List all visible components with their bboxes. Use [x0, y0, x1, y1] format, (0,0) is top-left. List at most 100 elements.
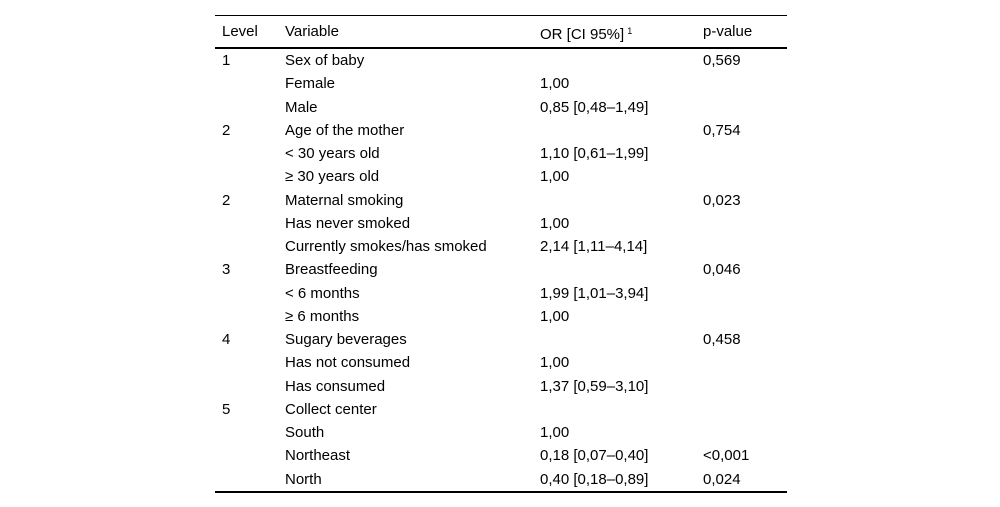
- cell-p-value: 0,024: [703, 470, 741, 488]
- table-row: South 1,00: [215, 421, 787, 444]
- table-row: 4 Sugary beverages 0,458: [215, 328, 787, 351]
- cell-p-value: [703, 305, 787, 328]
- table-row: 1 Sex of baby 0,569: [215, 49, 787, 72]
- cell-or-ci: 1,99 [1,01–3,94]: [540, 284, 649, 302]
- table-top-rule: [215, 15, 787, 16]
- header-or-ci: OR [CI 95%] 1: [540, 16, 703, 50]
- cell-variable: North: [285, 470, 322, 488]
- table-row: 3 Breastfeeding 0,046: [215, 258, 787, 281]
- table-row: Has never smoked 1,00: [215, 212, 787, 235]
- cell-or-ci: 0,85 [0,48–1,49]: [540, 98, 649, 116]
- table-bottom-rule: [215, 490, 787, 493]
- cell-or-ci: [540, 189, 703, 212]
- cell-or-ci: [540, 328, 703, 351]
- cell-level: 1: [222, 52, 231, 69]
- cell-variable: South: [285, 424, 325, 441]
- table-header-row: Level Variable OR [CI 95%] 1 p-value: [215, 16, 787, 47]
- cell-p-value: [703, 375, 787, 398]
- cell-level: [222, 212, 285, 235]
- cell-p-value: [703, 398, 787, 421]
- cell-p-value: [703, 72, 787, 95]
- cell-or-ci: 1,37 [0,59–3,10]: [540, 377, 649, 395]
- cell-variable: Collect center: [285, 400, 377, 418]
- table-header-rule: [215, 47, 787, 49]
- header-level: Level: [222, 23, 258, 40]
- table-body: 1 Sex of baby 0,569 Female 1,00 Male 0,8…: [215, 49, 787, 491]
- cell-variable: Has consumed: [285, 377, 386, 395]
- table-row: < 30 years old 1,10 [0,61–1,99]: [215, 142, 787, 165]
- cell-level: 4: [222, 331, 231, 348]
- cell-or-ci: 0,40 [0,18–0,89]: [540, 470, 649, 488]
- cell-variable: Age of the mother: [285, 121, 405, 139]
- cell-variable: Sugary beverages: [285, 331, 407, 348]
- cell-level: [222, 351, 285, 374]
- cell-level: [222, 421, 285, 444]
- cell-p-value: [703, 212, 787, 235]
- cell-or-ci: 1,00: [540, 214, 570, 232]
- cell-or-ci: [540, 49, 703, 72]
- table-row: Male 0,85 [0,48–1,49]: [215, 96, 787, 119]
- cell-or-ci: 1,00: [540, 168, 570, 186]
- table-row: Currently smokes/has smoked 2,14 [1,11–4…: [215, 235, 787, 258]
- cell-variable: < 30 years old: [285, 145, 380, 162]
- header-p-value: p-value: [703, 23, 753, 40]
- cell-level: 3: [222, 261, 231, 279]
- cell-p-value: 0,458: [703, 331, 741, 348]
- cell-variable: Northeast: [285, 447, 351, 465]
- cell-variable: Sex of baby: [285, 52, 365, 69]
- cell-level: [222, 142, 285, 165]
- cell-level: [222, 235, 285, 258]
- cell-p-value: [703, 142, 787, 165]
- table-row: North 0,40 [0,18–0,89] 0,024: [215, 468, 787, 491]
- cell-level: [222, 282, 285, 305]
- table-row: 2 Maternal smoking 0,023: [215, 189, 787, 212]
- cell-level: [222, 96, 285, 119]
- cell-variable: Female: [285, 75, 336, 93]
- cell-or-ci: 0,18 [0,07–0,40]: [540, 447, 649, 465]
- cell-p-value: 0,023: [703, 191, 741, 209]
- cell-p-value: [703, 282, 787, 305]
- header-or-ci-footnote-marker: 1: [627, 26, 633, 36]
- cell-variable: Maternal smoking: [285, 191, 404, 209]
- table-row: < 6 months 1,99 [1,01–3,94]: [215, 282, 787, 305]
- table-row: 2 Age of the mother 0,754: [215, 119, 787, 142]
- cell-variable: < 6 months: [285, 284, 360, 302]
- cell-p-value: [703, 421, 787, 444]
- cell-variable: ≥ 30 years old: [285, 168, 380, 186]
- cell-or-ci: 1,10 [0,61–1,99]: [540, 145, 649, 162]
- cell-level: 2: [222, 121, 231, 139]
- cell-p-value: <0,001: [703, 447, 750, 465]
- table-row: Female 1,00: [215, 72, 787, 95]
- cell-level: [222, 72, 285, 95]
- table-row: Has consumed 1,37 [0,59–3,10]: [215, 375, 787, 398]
- cell-level: 5: [222, 400, 231, 418]
- cell-variable: Male: [285, 98, 318, 116]
- table-row: ≥ 6 months 1,00: [215, 305, 787, 328]
- cell-level: [222, 468, 285, 491]
- cell-p-value: 0,754: [703, 121, 741, 139]
- cell-level: [222, 165, 285, 188]
- cell-level: [222, 375, 285, 398]
- cell-level: [222, 305, 285, 328]
- cell-p-value: [703, 235, 787, 258]
- cell-p-value: 0,569: [703, 52, 741, 69]
- cell-level: [222, 444, 285, 467]
- cell-or-ci: 1,00: [540, 75, 570, 93]
- regression-results-table: Level Variable OR [CI 95%] 1 p-value 1 Se…: [215, 15, 787, 493]
- table-row: Has not consumed 1,00: [215, 351, 787, 374]
- cell-variable: Has never smoked: [285, 214, 411, 232]
- cell-variable: ≥ 6 months: [285, 307, 360, 325]
- cell-p-value: [703, 96, 787, 119]
- cell-p-value: [703, 351, 787, 374]
- cell-or-ci: 2,14 [1,11–4,14]: [540, 238, 648, 255]
- header-or-ci-label: OR [CI 95%]: [540, 26, 625, 43]
- cell-variable: Breastfeeding: [285, 261, 378, 279]
- cell-or-ci: 1,00: [540, 424, 570, 441]
- cell-or-ci: [540, 119, 703, 142]
- cell-p-value: 0,046: [703, 261, 741, 279]
- cell-or-ci: [540, 258, 703, 281]
- table-row: ≥ 30 years old 1,00: [215, 165, 787, 188]
- table-row: 5 Collect center: [215, 398, 787, 421]
- header-variable: Variable: [285, 23, 339, 40]
